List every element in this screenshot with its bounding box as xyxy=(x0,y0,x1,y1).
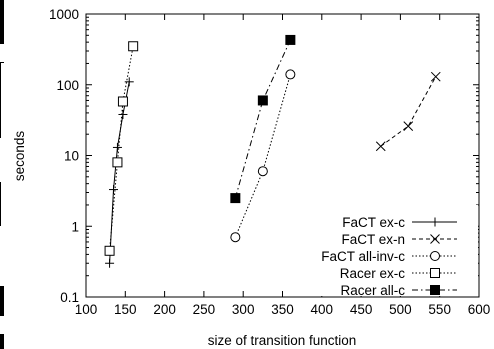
left-edge-fragment xyxy=(0,182,1,226)
data-point xyxy=(403,121,414,131)
data-point xyxy=(112,157,123,168)
data-point xyxy=(285,69,296,80)
x-tick-label: 400 xyxy=(311,302,334,317)
legend-marker xyxy=(430,217,440,227)
data-point xyxy=(117,96,128,107)
left-edge-fragment xyxy=(0,334,4,349)
x-tick-label: 100 xyxy=(75,302,98,317)
data-point xyxy=(112,142,122,152)
x-tick-label: 600 xyxy=(468,302,491,317)
data-point xyxy=(257,95,268,106)
legend-marker xyxy=(430,285,440,295)
y-tick-label: 1000 xyxy=(49,7,79,22)
y-tick-label: 0.1 xyxy=(60,290,79,305)
x-tick-label: 250 xyxy=(193,302,216,317)
legend-background xyxy=(302,205,478,296)
data-point xyxy=(109,185,119,195)
legend-marker xyxy=(430,251,440,261)
data-point xyxy=(230,232,241,243)
legend-marker xyxy=(430,234,440,244)
data-point xyxy=(104,245,115,256)
x-tick-label: 500 xyxy=(389,302,412,317)
y-tick-label: 100 xyxy=(56,78,79,93)
data-point xyxy=(285,34,296,45)
series-line xyxy=(109,46,134,251)
series-2 xyxy=(230,69,296,243)
data-point xyxy=(105,258,115,268)
data-point xyxy=(118,109,128,119)
x-tick-label: 450 xyxy=(350,302,373,317)
series-3 xyxy=(104,41,139,256)
series-layer xyxy=(104,34,441,268)
legend-marker-stroke xyxy=(430,234,440,244)
legend-label: Racer ex-c xyxy=(340,266,406,281)
series-line xyxy=(109,81,130,264)
legend-label: Racer all-c xyxy=(340,283,405,298)
y-axis-title: seconds xyxy=(12,131,27,182)
data-point xyxy=(128,41,139,52)
series-4 xyxy=(230,34,296,204)
data-point xyxy=(230,193,241,204)
x-tick-label: 300 xyxy=(232,302,255,317)
x-tick-label: 350 xyxy=(271,302,294,317)
left-edge-fragment xyxy=(0,62,4,63)
legend-label: FaCT ex-c xyxy=(342,215,405,230)
legend-label: FaCT all-inv-c xyxy=(321,249,405,264)
series-1 xyxy=(375,71,441,152)
left-edge-fragment xyxy=(0,0,4,44)
series-line xyxy=(380,76,437,147)
left-edge-fragment xyxy=(0,62,1,138)
data-point xyxy=(430,71,441,82)
x-tick-label: 150 xyxy=(114,302,137,317)
y-tick-label: 1 xyxy=(71,219,79,234)
x-axis-title: size of transition function xyxy=(208,333,357,348)
y-tick-label: 10 xyxy=(64,149,79,164)
x-tick-label: 200 xyxy=(153,302,176,317)
x-tick-label: 550 xyxy=(428,302,451,317)
left-edge-fragment xyxy=(0,286,4,316)
data-point-stroke xyxy=(403,121,414,131)
axis-ticks: 100 150 200 250 300 350 400 450 500 550 600 0.1 1 10 1… xyxy=(49,7,490,317)
data-point xyxy=(124,77,134,87)
data-point xyxy=(257,166,268,177)
data-point-stroke xyxy=(430,71,441,82)
data-point-stroke xyxy=(375,141,386,152)
data-point xyxy=(375,141,386,152)
legend-marker xyxy=(430,268,440,278)
legend: FaCT ex-c FaCT ex-n FaCT all-inv-c Racer ex… xyxy=(302,205,478,298)
legend-label: FaCT ex-n xyxy=(341,232,405,247)
